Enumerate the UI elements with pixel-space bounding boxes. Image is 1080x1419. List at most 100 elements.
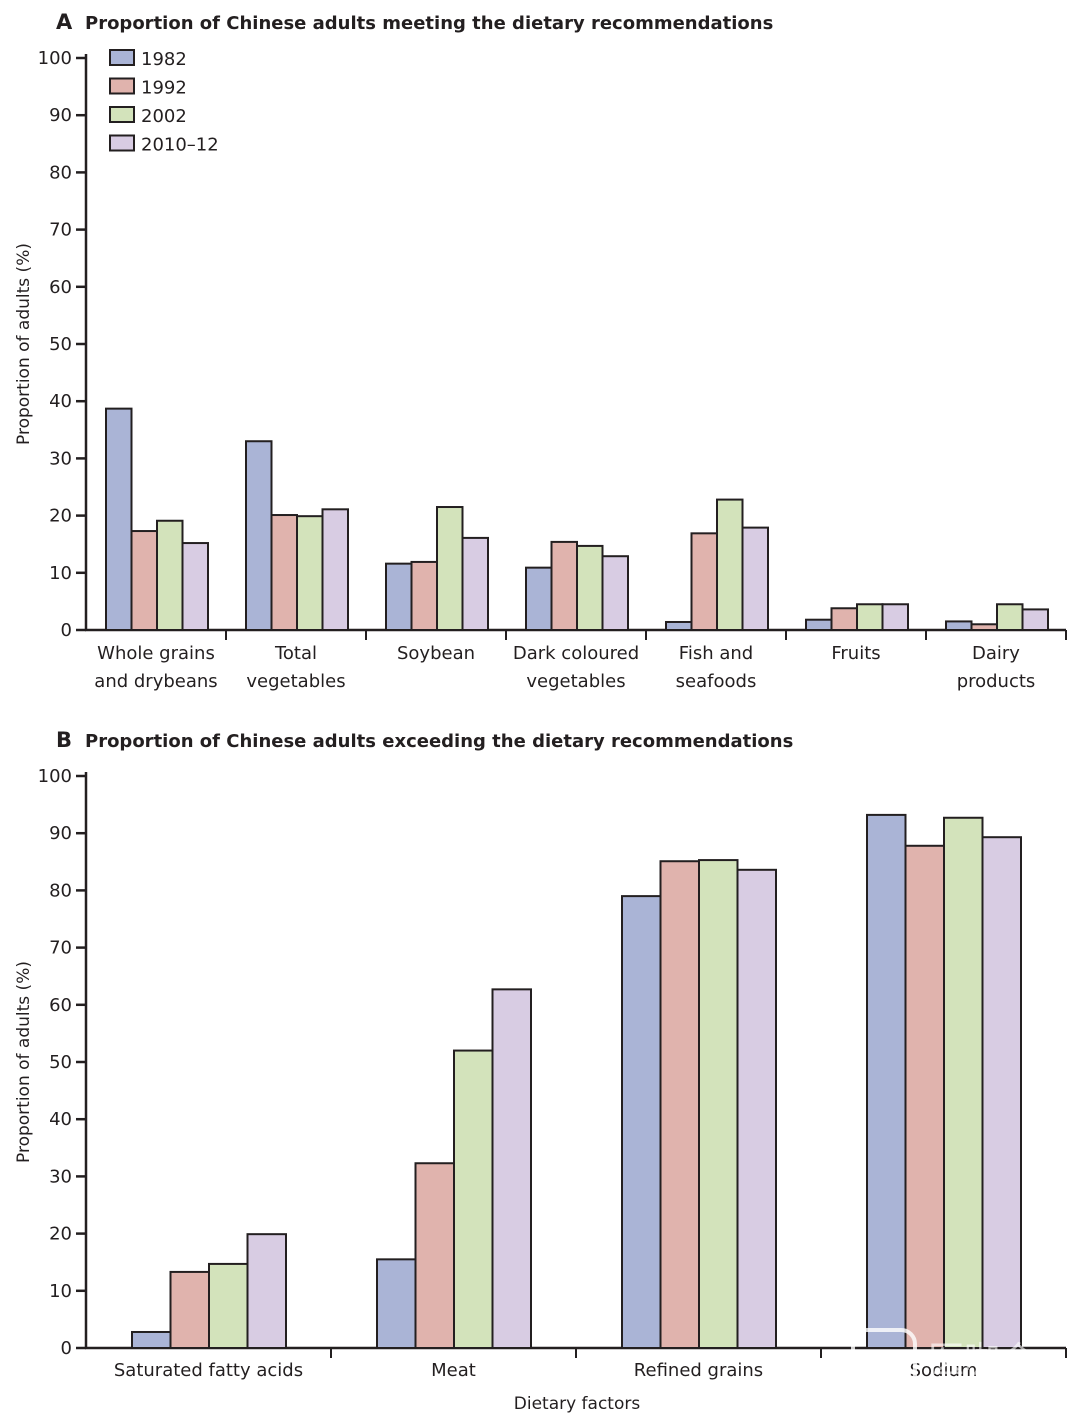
bar-1982-0 [131,1330,172,1350]
y-tick-label: 50 [49,1052,72,1073]
x-tick-label: Refined grains [634,1360,763,1381]
y-tick-label: 0 [61,1338,72,1359]
x-tick-label: Meat [431,1360,476,1381]
bar-2002-5 [856,603,884,632]
watermark-logo-icon [851,1328,917,1394]
y-tick-label: 60 [49,995,72,1016]
y-tick-label: 90 [49,823,72,844]
bar-201012-0 [246,1233,287,1349]
x-tick-label: vegetables [246,671,345,692]
bar-1982-5 [805,618,833,631]
x-tick-label: Fish and [679,643,753,664]
bar-1982-1 [376,1258,417,1349]
bar-201012-6 [1021,608,1049,632]
x-tick-label: Whole grains [97,643,215,664]
watermark-text: 医咖会 [928,1340,1036,1381]
panel-b-y-axis-title: Proportion of adults (%) [14,961,34,1163]
y-tick-label: 100 [38,766,72,787]
bar-1982-3 [525,566,553,631]
bar-1992-6 [970,623,998,632]
bar-1992-0 [169,1270,210,1349]
x-tick-label: products [957,671,1036,692]
bar-2002-0 [156,519,184,631]
bar-201012-0 [181,542,209,632]
bar-1992-1 [270,514,298,632]
x-tick-label: Total [274,643,317,664]
bar-2002-2 [436,506,464,631]
bar-2002-3 [943,816,984,1349]
x-tick-label: vegetables [526,671,625,692]
bar-1982-2 [385,562,413,632]
legend-label: 2010–12 [141,135,219,156]
bar-2002-2 [698,859,739,1349]
x-tick-label: Soybean [397,643,475,664]
panel-b-plot: 0 10 20 30 40 50 60 70 80 90 100 Saturated fatty ac… [38,766,1067,1381]
x-tick-label: Sodium [910,1360,978,1381]
panel-a-title: Proportion of Chinese adults meeting the… [85,13,773,34]
bar-1992-2 [410,560,438,632]
legend-label: 2002 [141,106,187,127]
y-tick-label: 40 [49,1109,72,1130]
x-tick-label: Dairy [972,643,1020,664]
y-tick-label: 30 [49,448,72,469]
y-tick-label: 10 [49,563,72,584]
bar-2002-1 [296,515,324,631]
y-tick-label: 90 [49,105,72,126]
panel-b-letter: B [56,728,72,752]
x-tick-label: and drybeans [94,671,217,692]
x-tick-label: seafoods [676,671,757,692]
bar-201012-1 [321,508,349,632]
bar-2002-4 [716,498,744,632]
bar-1982-1 [245,440,273,631]
bar-1992-3 [904,844,945,1349]
watermark: 医咖会 [851,1328,1036,1394]
bar-1982-4 [665,620,693,632]
bar-1992-0 [130,530,158,632]
y-tick-label: 70 [49,938,72,959]
bar-1992-1 [414,1162,455,1350]
y-tick-label: 80 [49,162,72,183]
bar-2002-0 [208,1262,249,1350]
bar-1992-5 [830,607,858,631]
x-tick-label: Saturated fatty acids [114,1360,303,1381]
bar-201012-3 [601,555,629,631]
bar-201012-3 [981,836,1022,1349]
y-tick-label: 80 [49,880,72,901]
legend-swatch [109,49,135,66]
panel-b-x-axis-title: Dietary factors [514,1394,641,1414]
y-tick-label: 10 [49,1281,72,1302]
bar-1982-2 [621,895,662,1349]
legend-label: 1982 [141,49,187,70]
bar-1982-3 [866,813,907,1349]
panel-a-plot: 0 10 20 30 40 50 60 70 80 90 100 Whole grains and dr… [38,48,1067,692]
legend-swatch [109,134,135,152]
bar-201012-1 [491,988,532,1350]
legend-swatch [109,106,135,123]
legend: 1982 1992 2002 2010–12 [109,49,219,156]
panel-b-title: Proportion of Chinese adults exceeding t… [85,731,793,752]
panel-a-y-axis-title: Proportion of adults (%) [14,243,34,445]
x-tick-label: Fruits [831,643,880,664]
legend-label: 1992 [141,78,187,99]
bar-201012-2 [736,868,777,1349]
panel-a-letter: A [56,10,73,34]
panel-a: A Proportion of Chinese adults meeting t… [14,10,1067,692]
bar-1982-0 [105,407,133,631]
y-tick-label: 60 [49,277,72,298]
legend-swatch [109,77,135,95]
x-tick-label: Dark coloured [513,643,639,664]
y-tick-label: 20 [49,506,72,527]
y-tick-label: 100 [38,48,72,69]
bar-1992-2 [659,860,700,1350]
bar-2002-1 [453,1049,494,1350]
bar-1992-4 [690,532,718,631]
y-tick-label: 0 [61,620,72,641]
y-tick-label: 20 [49,1224,72,1245]
bar-1982-6 [945,620,973,631]
y-tick-label: 50 [49,334,72,355]
y-tick-label: 70 [49,220,72,241]
bar-201012-2 [461,536,489,632]
bar-201012-5 [881,603,909,632]
bar-201012-4 [741,526,769,631]
